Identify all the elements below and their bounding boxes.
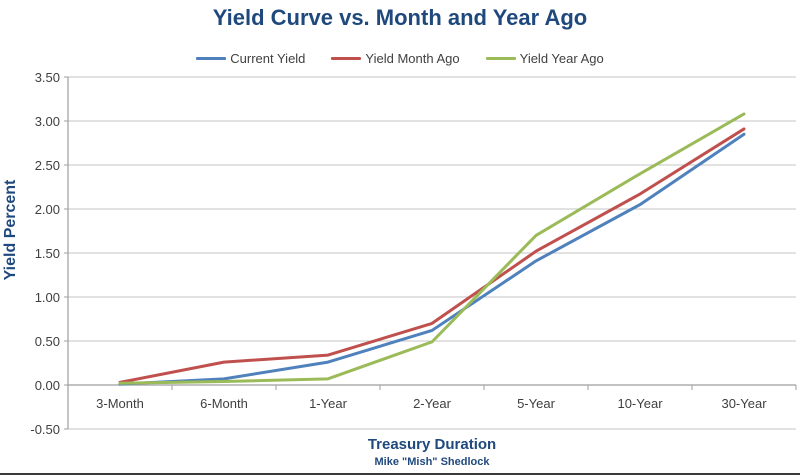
y-tick-label: -0.50 [30, 422, 60, 437]
chart-author-caption: Mike "Mish" Shedlock [374, 456, 490, 468]
x-tick-label: 6-Month [200, 396, 248, 411]
y-axis-title: Yield Percent [2, 179, 19, 281]
y-tick-label: 2.50 [34, 158, 60, 173]
y-tick-label: 1.00 [34, 290, 60, 305]
legend-line-swatch-green [485, 56, 516, 60]
legend-item-yield-month-ago: Yield Month Ago [331, 50, 460, 66]
x-axis-title: Treasury Duration [367, 436, 497, 453]
window-bottom-edge [0, 473, 800, 475]
legend-label: Current Yield [230, 50, 306, 66]
x-tick-label: 2-Year [413, 396, 451, 411]
y-tick-label: 0.50 [34, 334, 60, 349]
legend-item-current-yield: Current Yield [196, 51, 305, 66]
y-tick-label: 0.00 [34, 378, 60, 393]
legend: Current Yield Yield Month Ago Yield Year… [0, 49, 800, 67]
legend-label: Yield Year Ago [519, 50, 604, 66]
chart-title: Yield Curve vs. Month and Year Ago [212, 5, 588, 30]
series-line-yield-month-ago [118, 127, 746, 384]
legend-line-swatch-red [331, 56, 362, 60]
x-tick-label: 5-Year [517, 396, 555, 411]
y-tick-label: 3.00 [34, 114, 60, 129]
y-tick-label: 1.50 [34, 246, 60, 261]
y-tick-label: 2.00 [34, 202, 60, 217]
x-tick-label: 3-Month [96, 396, 144, 411]
legend-line-swatch-blue [196, 56, 227, 60]
x-tick-label: 1-Year [309, 396, 347, 411]
y-tick-label: 3.50 [34, 70, 60, 85]
series-line-yield-year-ago [118, 112, 746, 385]
legend-item-yield-year-ago: Yield Year Ago [485, 50, 604, 66]
x-tick-label: 30-Year [721, 396, 767, 411]
legend-label: Yield Month Ago [365, 50, 460, 66]
series-line-current-yield [118, 132, 746, 386]
x-tick-label: 10-Year [617, 396, 663, 411]
